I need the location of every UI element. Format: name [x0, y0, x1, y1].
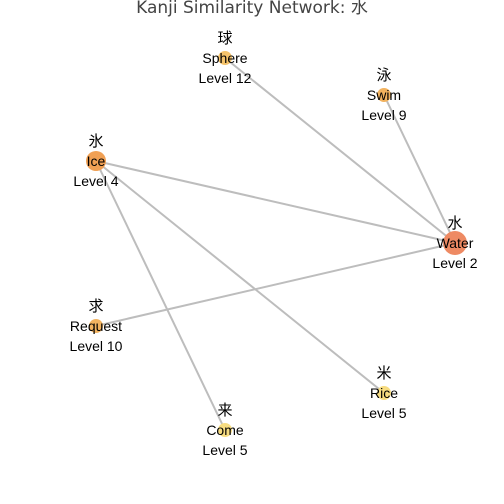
node-level-ice: Level 4: [73, 173, 118, 189]
node-sphere[interactable]: [218, 51, 232, 65]
node-kanji-sphere: 球: [217, 29, 232, 47]
node-level-come: Level 5: [202, 442, 247, 458]
edges-layer: [95, 57, 456, 431]
nodes-layer: [86, 51, 467, 437]
edge-swim-water: [383, 94, 456, 244]
node-meaning-ice: Ice: [87, 153, 106, 169]
node-ice[interactable]: [86, 151, 106, 171]
node-kanji-come: 来: [217, 401, 232, 419]
node-kanji-request: 求: [88, 297, 103, 315]
edge-ice-water: [95, 160, 456, 244]
node-meaning-swim: Swim: [367, 87, 401, 103]
node-level-swim: Level 9: [361, 107, 406, 123]
node-meaning-sphere: Sphere: [202, 50, 247, 66]
node-water[interactable]: [443, 231, 467, 255]
node-rice[interactable]: [377, 386, 391, 400]
edge-request-water: [95, 242, 456, 327]
node-level-water: Level 2: [432, 255, 477, 271]
node-meaning-water: Water: [437, 235, 474, 251]
node-meaning-rice: Rice: [370, 385, 398, 401]
node-swim[interactable]: [377, 88, 391, 102]
node-kanji-rice: 米: [376, 364, 391, 382]
edge-sphere-water: [224, 57, 456, 244]
diagram-title: Kanji Similarity Network: 水: [136, 0, 368, 18]
node-request[interactable]: [89, 319, 103, 333]
node-level-rice: Level 5: [361, 405, 406, 421]
node-kanji-water: 水: [447, 214, 462, 232]
node-level-request: Level 10: [70, 338, 123, 354]
edge-ice-rice: [95, 160, 385, 394]
edge-ice-come: [95, 160, 226, 431]
labels-layer: 球 Sphere Level 12 泳 Swim Level 9 氷 Ice Level 4 水W…: [70, 29, 478, 458]
node-kanji-swim: 泳: [376, 66, 391, 84]
node-come[interactable]: [218, 423, 232, 437]
node-kanji-ice: 氷: [88, 132, 103, 150]
node-meaning-request: Request: [70, 318, 122, 334]
node-level-sphere: Level 12: [199, 70, 252, 86]
node-meaning-come: Come: [206, 422, 244, 438]
